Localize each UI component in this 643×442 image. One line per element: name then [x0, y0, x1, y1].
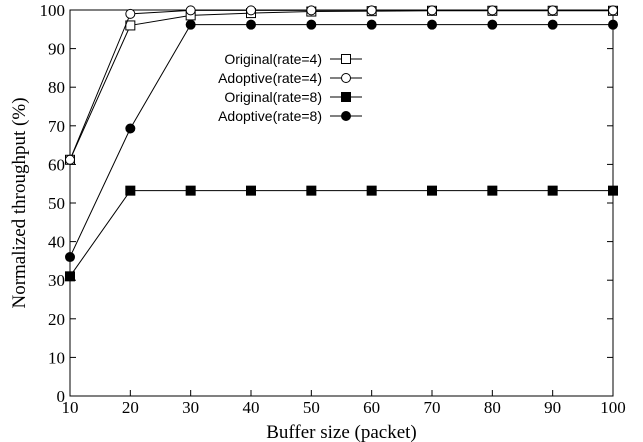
legend-marker: [341, 111, 351, 121]
series-line: [69, 9, 613, 160]
series-line: [69, 10, 613, 160]
data-point: [547, 185, 558, 196]
data-point: [547, 19, 558, 30]
data-point: [608, 185, 618, 196]
x-tick-label: 30: [182, 398, 199, 417]
x-tick-label: 40: [243, 398, 260, 417]
legend-marker: [341, 73, 351, 83]
legend-marker: [341, 92, 351, 102]
series-3: [65, 185, 618, 282]
x-axis-title: Buffer size (packet): [266, 422, 417, 442]
legend-label: Original(rate=4): [224, 51, 322, 67]
y-tick-label: 90: [48, 40, 65, 59]
y-axis-title: Normalized throughput (%): [9, 97, 30, 308]
series-line: [69, 190, 613, 277]
data-point: [366, 19, 377, 30]
data-point: [487, 19, 498, 30]
data-point: [306, 5, 317, 16]
plot-area: [69, 9, 614, 397]
data-point: [125, 8, 136, 19]
data-point: [487, 185, 498, 196]
data-point: [246, 5, 256, 16]
y-axis: 0 10 20 30 40 50 60 70 80 90 100: [40, 1, 613, 406]
x-tick-label: 60: [363, 398, 380, 417]
data-point: [246, 185, 256, 196]
x-axis: 10 20 30 40 50 60 70 80 90 100: [62, 10, 626, 417]
data-point: [427, 19, 437, 30]
y-tick-label: 100: [40, 1, 66, 20]
data-point: [306, 19, 317, 30]
y-tick-label: 10: [48, 348, 65, 367]
series-2: [65, 5, 618, 165]
y-tick-label: 20: [48, 310, 65, 329]
legend-label: Adoptive(rate=8): [218, 108, 322, 124]
legend-marker: [341, 54, 351, 64]
data-point: [608, 19, 618, 30]
y-tick-label: 70: [48, 117, 65, 136]
x-tick-label: 100: [600, 398, 626, 417]
data-point: [185, 5, 196, 16]
x-tick-label: 10: [62, 398, 79, 417]
x-tick-label: 80: [484, 398, 501, 417]
legend: Original(rate=4) Adoptive(rate=4) Original…: [218, 51, 362, 124]
legend-label: Original(rate=8): [224, 89, 322, 105]
data-point: [246, 19, 256, 30]
data-point: [608, 5, 618, 16]
y-tick-label: 50: [48, 194, 65, 213]
legend-label: Adoptive(rate=4): [218, 70, 322, 86]
data-point: [185, 19, 196, 30]
y-tick-label: 60: [48, 155, 65, 174]
data-point: [427, 5, 437, 16]
series-4: [65, 19, 618, 263]
data-point: [125, 123, 136, 134]
x-tick-label: 50: [303, 398, 320, 417]
data-point: [366, 185, 377, 196]
y-tick-label: 80: [48, 78, 65, 97]
x-tick-label: 70: [424, 398, 441, 417]
data-point: [487, 5, 498, 16]
series-layer: [65, 5, 618, 282]
data-point: [185, 185, 196, 196]
data-point: [65, 271, 75, 282]
data-point: [65, 252, 75, 263]
x-tick-label: 90: [544, 398, 561, 417]
data-point: [65, 154, 75, 165]
x-tick-label: 20: [122, 398, 139, 417]
data-point: [427, 185, 437, 196]
y-tick-label: 30: [48, 271, 65, 290]
data-point: [366, 5, 377, 16]
plot-frame: [69, 9, 614, 397]
data-point: [125, 185, 136, 196]
y-tick-label: 0: [57, 387, 66, 406]
data-point: [306, 185, 317, 196]
data-point: [547, 5, 558, 16]
series-1: [65, 5, 618, 165]
series-line: [69, 24, 613, 258]
y-tick-label: 40: [48, 233, 65, 252]
